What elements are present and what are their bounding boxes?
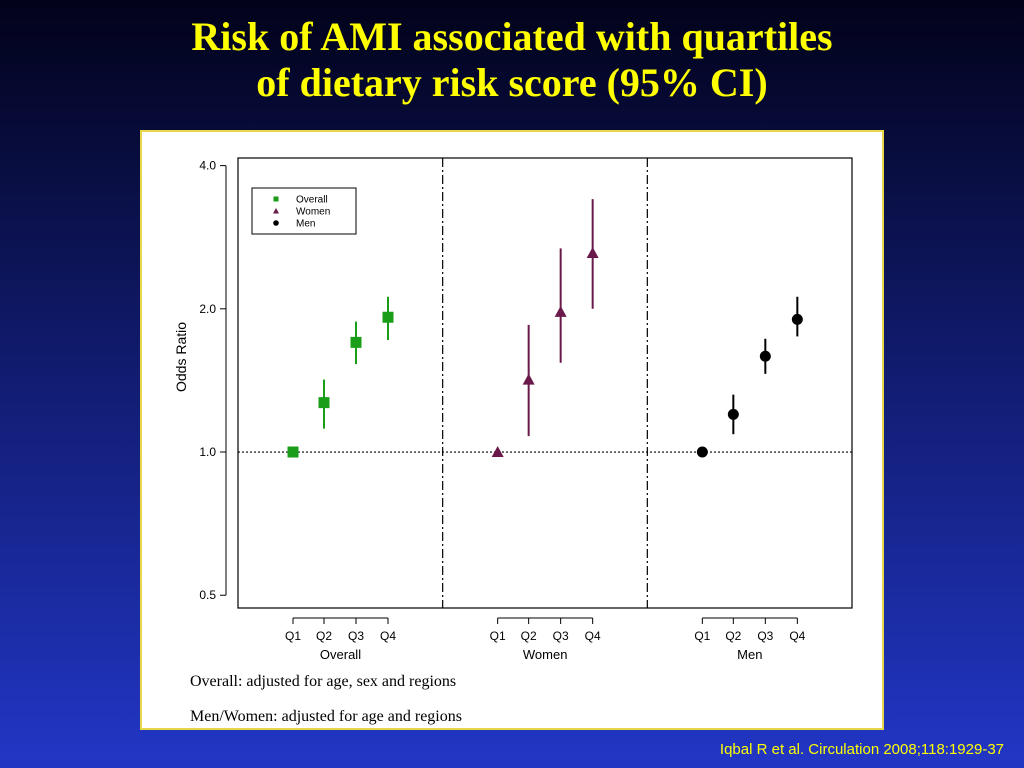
slide-title-line-1: Risk of AMI associated with quartiles	[191, 14, 833, 59]
x-tick-label: Q1	[694, 629, 710, 643]
x-tick-label: Q2	[521, 629, 537, 643]
men-point	[696, 446, 708, 458]
panel-group-label: Overall	[320, 647, 361, 662]
legend-entry-women: Women	[296, 207, 330, 218]
women-point	[522, 373, 535, 385]
panel-group-label: Women	[523, 647, 568, 662]
legend-marker-women	[273, 208, 279, 214]
legend-entry-men: Men	[296, 219, 315, 230]
citation: Iqbal R et al. Circulation 2008;118:1929…	[719, 741, 1004, 758]
y-axis-label: Odds Ratio	[173, 322, 189, 392]
y-tick-label: 4.0	[199, 159, 216, 173]
note-men-women: Men/Women: adjusted for age and regions	[190, 708, 462, 725]
women-point	[491, 446, 504, 458]
men-point	[791, 313, 803, 325]
women-point	[586, 247, 599, 259]
overall-point	[287, 446, 299, 458]
plot-frame	[237, 157, 853, 609]
y-tick-label: 2.0	[199, 302, 216, 316]
note-overall: Overall: adjusted for age, sex and regio…	[190, 673, 457, 690]
x-tick-label: Q4	[380, 629, 396, 643]
overall-point	[382, 311, 394, 323]
x-tick-label: Q4	[789, 629, 805, 643]
men-point	[727, 408, 739, 420]
legend-box	[251, 187, 357, 235]
women-point	[554, 305, 567, 317]
x-tick-label: Q3	[757, 629, 773, 643]
overall-point	[350, 336, 362, 348]
x-tick-label: Q1	[490, 629, 506, 643]
slide-title-line-2: of dietary risk score (95% CI)	[256, 60, 768, 105]
panel-group-label: Men	[737, 647, 762, 662]
x-tick-label: Q2	[725, 629, 741, 643]
figure-panel: 0.5 1.0 2.0 4.0 Odds Ratio Q1 Q2 Q3 Q4 Overall Q1 Q…	[140, 130, 884, 730]
overall-point	[318, 397, 330, 409]
x-tick-label: Q4	[585, 629, 601, 643]
y-tick-label: 0.5	[199, 588, 216, 602]
x-tick-label: Q3	[553, 629, 569, 643]
y-tick-label: 1.0	[199, 445, 216, 459]
x-tick-label: Q2	[316, 629, 332, 643]
x-tick-label: Q1	[285, 629, 301, 643]
men-point	[759, 350, 771, 362]
odds-ratio-chart: 0.5 1.0 2.0 4.0 Odds Ratio Q1 Q2 Q3 Q4 Overall Q1 Q…	[173, 157, 853, 662]
legend-marker-men	[273, 220, 279, 226]
legend-marker-overall	[273, 196, 279, 202]
x-tick-label: Q3	[348, 629, 364, 643]
legend-entry-overall: Overall	[296, 195, 328, 206]
slide-title: Risk of AMI associated with quartiles of…	[0, 14, 1024, 106]
